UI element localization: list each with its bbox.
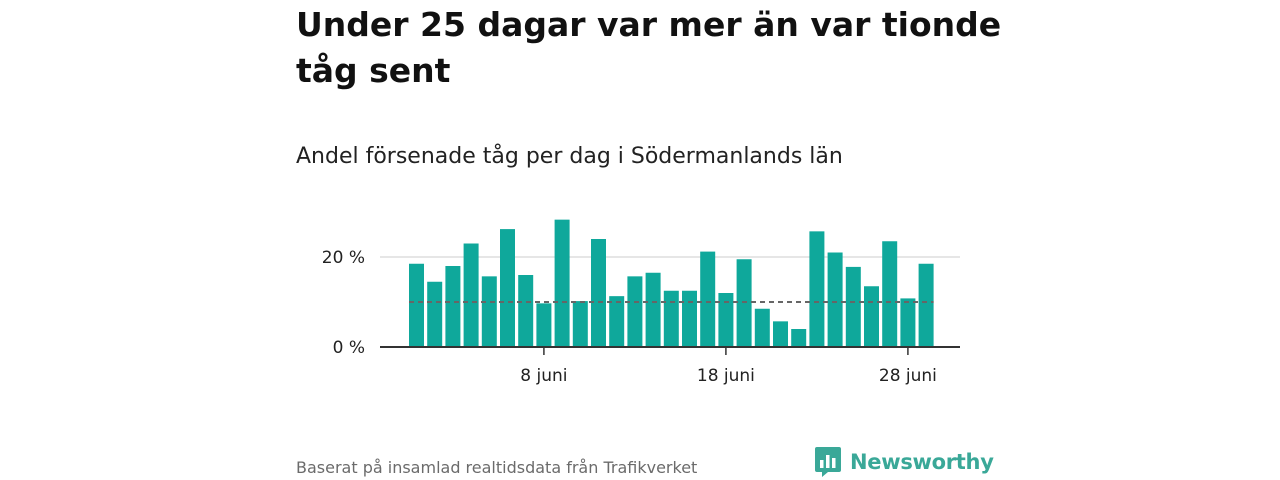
brand: Newsworthy [814, 446, 994, 478]
bar [536, 303, 552, 347]
brand-name: Newsworthy [850, 450, 994, 474]
bar [682, 290, 697, 347]
bar [864, 286, 879, 347]
bar [918, 263, 934, 347]
bar [609, 296, 625, 347]
y-tick-label: 20 % [322, 248, 365, 268]
axis-layer: 0 % 20 % 8 juni 18 juni 28 juni [322, 248, 960, 386]
bar [572, 301, 588, 347]
bar [754, 308, 770, 347]
bar [409, 263, 424, 347]
bar [518, 275, 534, 347]
chart-subtitle: Andel försenade tåg per dag i Södermanla… [296, 144, 843, 169]
bar [645, 272, 661, 347]
bar [445, 266, 461, 347]
bar [718, 293, 734, 347]
bar [591, 239, 606, 347]
newsworthy-logo-icon [815, 447, 841, 477]
bar [554, 219, 570, 347]
bar [481, 276, 497, 347]
bar [736, 259, 752, 347]
source-note: Baserat på insamlad realtidsdata från Tr… [296, 458, 698, 477]
bar [809, 231, 825, 347]
bar [773, 321, 788, 347]
x-tick-label: 18 juni [697, 366, 755, 386]
bar [791, 329, 807, 347]
bar [845, 266, 861, 347]
bar-chart: 0 % 20 % 8 juni 18 juni 28 juni [322, 219, 960, 386]
bar [827, 252, 843, 347]
x-tick-label: 28 juni [879, 366, 937, 386]
bar [882, 241, 898, 347]
bar [663, 290, 679, 347]
x-tick-label: 8 juni [520, 366, 567, 386]
bar [900, 298, 916, 347]
bar [700, 251, 716, 347]
bar [463, 243, 479, 347]
chart-title: Under 25 dagar var mer än var tionde tåg… [296, 5, 1002, 90]
bars-layer [409, 219, 934, 347]
bar [427, 281, 443, 347]
bar [627, 276, 643, 347]
bar [500, 229, 515, 347]
y-tick-label: 0 % [333, 338, 365, 358]
